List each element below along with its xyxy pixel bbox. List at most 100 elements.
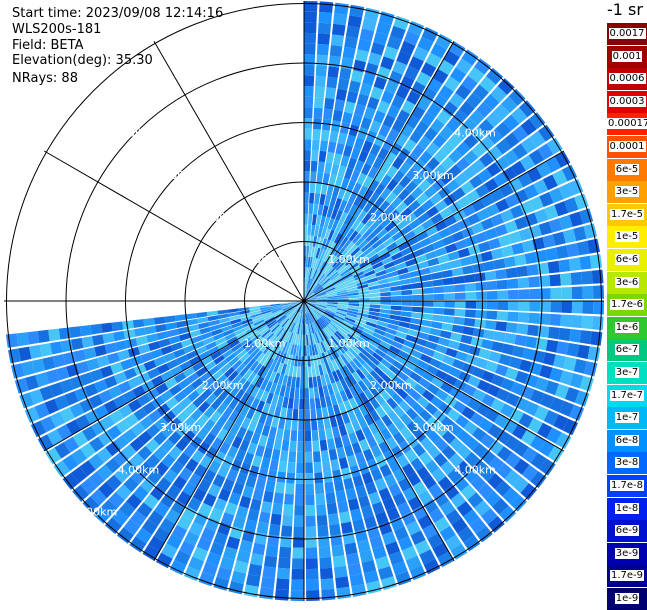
- ray-gate: [362, 327, 374, 336]
- ray-gate: [496, 388, 510, 402]
- ray-gate: [323, 417, 331, 429]
- ray-gate: [349, 385, 359, 398]
- ray-gate: [306, 313, 310, 324]
- ray-gate: [375, 324, 387, 332]
- ray-gate: [430, 118, 445, 133]
- ray-gate: [425, 459, 440, 474]
- ray-gate: [14, 377, 29, 394]
- ray-gate: [463, 421, 478, 435]
- ray-gate: [301, 303, 304, 314]
- ray-gate: [175, 314, 187, 322]
- ray-gate: [324, 481, 335, 494]
- colorbar-cell: 6e-7: [607, 339, 647, 362]
- ray-gate: [471, 126, 487, 142]
- ppi-ray: [305, 223, 597, 301]
- ray-gate: [396, 50, 412, 66]
- ray-gate: [333, 153, 342, 166]
- ray-gate: [472, 263, 485, 273]
- ray-gate: [410, 530, 426, 546]
- ray-gate: [455, 351, 468, 362]
- ray-gate: [388, 319, 400, 326]
- ray-gate: [486, 301, 498, 310]
- ray-gate: [30, 420, 47, 438]
- ray-gate: [463, 317, 476, 327]
- ray-gate: [132, 319, 145, 328]
- ray-gate: [336, 343, 346, 354]
- ray-gate: [96, 355, 110, 368]
- ray-gate: [408, 56, 424, 71]
- ray-gate: [304, 409, 311, 421]
- ray-gate: [201, 355, 214, 366]
- ray-gate: [165, 509, 181, 524]
- ray-gate: [518, 301, 530, 312]
- ray-gate: [234, 413, 246, 427]
- ray-gate: [444, 374, 458, 386]
- ray-gate: [361, 349, 372, 359]
- ray-gate: [379, 161, 391, 174]
- ray-gate: [294, 302, 303, 310]
- ray-gate: [304, 288, 307, 299]
- ray-gate: [185, 313, 197, 320]
- ray-gate: [378, 200, 391, 212]
- ray-gate: [382, 138, 395, 152]
- ray-gate: [204, 360, 217, 371]
- ray-gate: [338, 249, 348, 260]
- ray-gate: [205, 446, 218, 460]
- ray-gate: [494, 224, 508, 237]
- ray-gate: [346, 552, 360, 566]
- ray-gate: [292, 333, 297, 345]
- ray-gate: [282, 305, 293, 311]
- ray-gate: [348, 432, 359, 445]
- ray-gate: [324, 311, 335, 318]
- ray-gate: [319, 215, 326, 227]
- ppi-ray: [305, 302, 517, 523]
- ray-gate: [158, 338, 171, 348]
- ray-gate: [188, 355, 201, 366]
- ray-gate: [279, 450, 289, 462]
- ray-gate: [530, 452, 547, 470]
- ray-gate: [283, 504, 294, 516]
- ray-gate: [479, 152, 494, 168]
- ray-gate: [307, 366, 312, 378]
- ray-gate: [342, 321, 354, 329]
- ray-gate: [331, 382, 339, 394]
- ray-gate: [412, 224, 425, 236]
- ray-gate: [239, 539, 253, 553]
- ray-gate: [324, 351, 331, 363]
- ray-gate: [322, 250, 329, 262]
- ray-gate: [555, 245, 569, 259]
- ray-gate: [457, 195, 471, 209]
- ray-gate: [411, 81, 426, 96]
- ray-gate: [455, 84, 472, 100]
- ray-gate: [292, 301, 303, 307]
- ray-gate: [481, 508, 498, 525]
- ray-gate: [170, 460, 184, 475]
- ray-gate: [313, 107, 323, 119]
- ray-gate: [346, 362, 356, 374]
- ray-gate: [380, 174, 392, 187]
- ray-gate: [529, 362, 543, 376]
- ray-gate: [277, 362, 284, 374]
- ray-gate: [183, 366, 196, 378]
- ray-gate: [389, 314, 401, 321]
- ray-gate: [359, 301, 370, 304]
- ray-gate: [316, 375, 323, 387]
- ray-gate: [234, 389, 245, 401]
- colorbar-tick-label: 0.0001: [608, 141, 646, 152]
- ray-gate: [413, 46, 429, 62]
- colorbar-cell: 3e-8: [607, 452, 647, 475]
- ray-gate: [270, 304, 282, 309]
- ray-gate: [397, 326, 409, 334]
- ray-gate: [260, 342, 270, 353]
- ray-gate: [513, 441, 529, 457]
- ppi-ray: [306, 301, 601, 362]
- ray-gate: [406, 434, 420, 449]
- ray-gate: [514, 216, 528, 230]
- ray-gate: [570, 315, 583, 329]
- ray-gate: [262, 356, 272, 368]
- ray-gate: [378, 11, 395, 26]
- ray-gate: [148, 510, 164, 526]
- ray-gate: [238, 334, 249, 343]
- ray-gate: [391, 295, 402, 301]
- ray-gate: [357, 127, 369, 140]
